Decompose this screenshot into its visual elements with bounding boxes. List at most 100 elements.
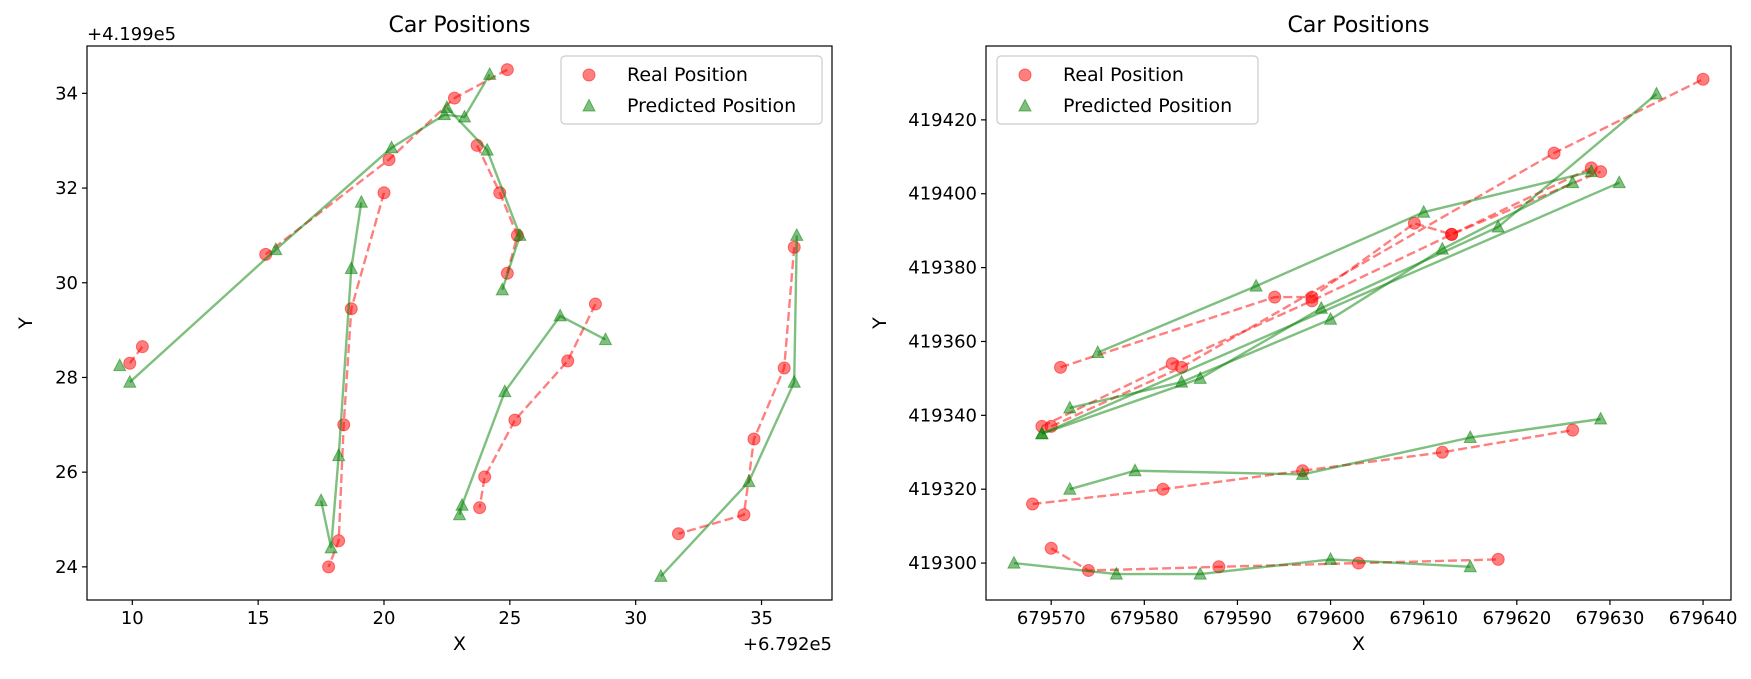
real-position-point <box>1696 72 1710 86</box>
real-position-point <box>473 501 487 515</box>
legend-box <box>996 55 1259 125</box>
predicted-position-point <box>1491 219 1506 233</box>
predicted-position-point <box>1584 163 1599 178</box>
predicted-track-line <box>1041 181 1620 435</box>
real-position-point <box>1026 497 1040 511</box>
real-position-point <box>561 354 575 368</box>
legend-label: Predicted Position <box>627 95 796 117</box>
predicted-position-point <box>1463 559 1478 573</box>
real-position-point <box>1305 294 1319 308</box>
y-tick-label: 32 <box>55 178 78 199</box>
real-position-point <box>1054 360 1067 374</box>
predicted-position-point <box>1174 374 1189 388</box>
predicted-position-point <box>1007 555 1021 569</box>
x-axis-label: X <box>1352 633 1365 655</box>
predicted-position-point <box>1416 204 1431 218</box>
real-track-line <box>476 144 519 274</box>
real-position-point <box>447 91 461 105</box>
x-tick-label: 679620 <box>1482 608 1551 629</box>
real-track-line <box>1032 428 1573 506</box>
real-position-point <box>1566 423 1580 437</box>
predicted-position-point <box>1062 400 1077 414</box>
y-tick-label: 28 <box>55 367 78 388</box>
series-real <box>1026 72 1710 577</box>
x-tick-label: 679590 <box>1203 608 1272 629</box>
predicted-position-point <box>1565 175 1580 189</box>
predicted-position-point <box>1612 175 1627 189</box>
y-axis-label: Y <box>15 317 37 330</box>
legend-label: Real Position <box>627 64 748 86</box>
predicted-position-point <box>495 282 510 296</box>
real-position-point <box>344 302 358 316</box>
x-tick-label: 679630 <box>1576 608 1645 629</box>
y-tick-label: 30 <box>55 273 78 294</box>
predicted-track-line <box>1069 417 1601 491</box>
predicted-position-point <box>1463 429 1478 443</box>
x-tick-label: 679600 <box>1296 608 1365 629</box>
real-position-point <box>500 63 514 77</box>
predicted-position-point <box>1249 278 1263 292</box>
predicted-position-point <box>354 194 369 208</box>
predicted-track-line <box>660 235 798 578</box>
predicted-position-point <box>344 260 359 275</box>
predicted-position-point <box>314 492 328 507</box>
x-tick-label: 679570 <box>1017 608 1086 629</box>
predicted-position-point <box>1295 466 1310 480</box>
x-offset-label: +6.792e5 <box>743 634 832 655</box>
real-track-line <box>678 247 796 535</box>
real-position-point <box>322 560 336 574</box>
x-tick-label: 679640 <box>1669 608 1738 629</box>
predicted-position-point <box>457 109 472 123</box>
predicted-position-point <box>789 227 804 241</box>
series-real <box>123 63 801 574</box>
y-tick-label: 26 <box>55 462 78 483</box>
predicted-position-point <box>331 448 346 462</box>
y-tick-label: 419340 <box>908 405 977 426</box>
real-position-point <box>508 413 522 427</box>
predicted-track-line <box>1041 93 1658 435</box>
real-position-point <box>747 432 761 446</box>
real-track-line <box>1041 170 1602 428</box>
x-axis-label: X <box>453 633 466 655</box>
predicted-position-point <box>1193 370 1208 384</box>
predicted-track-line <box>128 73 491 384</box>
x-tick-label: 35 <box>750 608 773 629</box>
predicted-position-point <box>1323 551 1338 565</box>
predicted-position-point <box>497 384 512 398</box>
predicted-position-point <box>787 374 802 388</box>
predicted-position-point <box>1593 411 1608 425</box>
predicted-position-point <box>324 540 338 554</box>
predicted-position-point <box>1090 344 1105 359</box>
real-position-point <box>777 361 791 375</box>
chart-title: Car Positions <box>388 13 530 38</box>
x-tick-label: 30 <box>624 608 647 629</box>
real-position-point <box>123 356 137 370</box>
predicted-position-point <box>1323 311 1338 325</box>
real-position-point <box>478 470 492 484</box>
predicted-position-point <box>742 474 756 488</box>
y-tick-label: 419380 <box>908 258 977 279</box>
predicted-track-line <box>446 106 522 291</box>
predicted-position-point <box>112 358 127 372</box>
real-position-point <box>787 240 801 254</box>
y-tick-label: 419320 <box>908 479 977 500</box>
left-chart-panel: 10 15 20 25 30 35 24 26 28 30 32 34 Car Positions X Y +… <box>15 13 833 655</box>
predicted-position-point <box>480 142 495 156</box>
x-tick-label: 679610 <box>1389 608 1458 629</box>
predicted-position-point <box>1435 241 1450 255</box>
series-predicted <box>1007 86 1664 580</box>
real-position-point <box>377 186 391 200</box>
predicted-position-point <box>1128 463 1142 477</box>
predicted-position-point <box>384 140 399 154</box>
x-tick-label: 20 <box>373 608 396 629</box>
predicted-position-point <box>1193 566 1208 580</box>
x-tick-label: 679580 <box>1110 608 1179 629</box>
predicted-position-point <box>440 99 454 114</box>
legend-marker-real <box>1018 68 1032 82</box>
real-position-point <box>1268 290 1282 304</box>
predicted-track-line <box>319 202 363 549</box>
predicted-position-point <box>437 107 452 121</box>
y-tick-label: 419420 <box>908 110 977 131</box>
predicted-position-point <box>1649 86 1664 100</box>
